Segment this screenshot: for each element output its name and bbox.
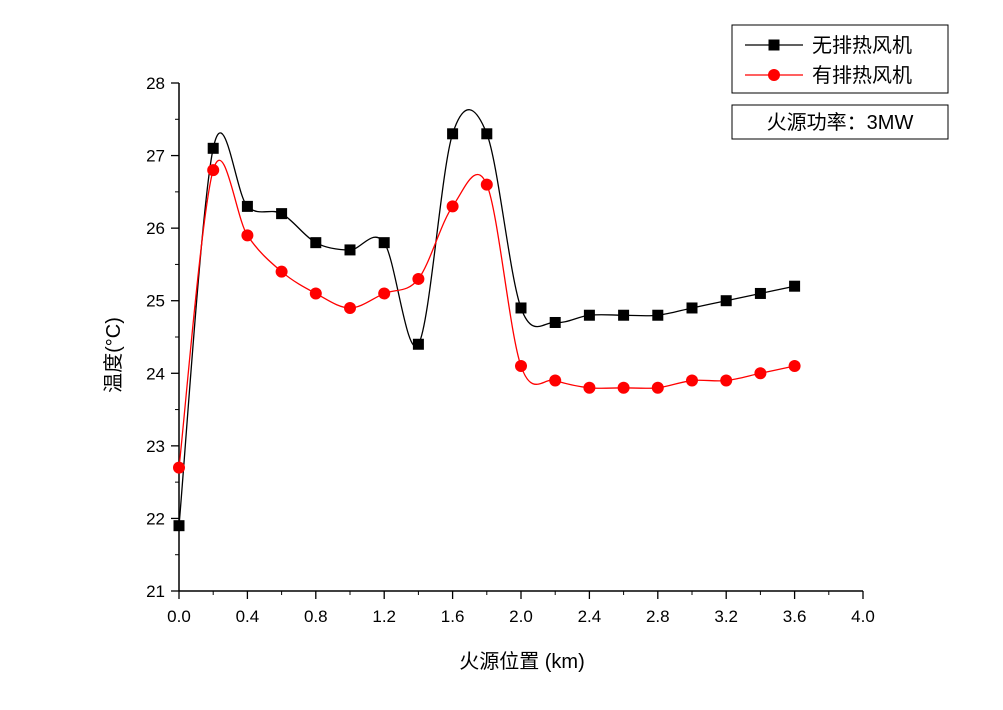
data-point xyxy=(480,178,493,191)
y-tick-label: 22 xyxy=(146,509,165,528)
data-point xyxy=(207,142,219,154)
legend-entry: 有排热风机 xyxy=(745,64,912,87)
data-point xyxy=(344,244,356,256)
data-point xyxy=(583,381,596,394)
data-point xyxy=(378,237,390,249)
data-point xyxy=(310,237,322,249)
data-point xyxy=(618,309,630,321)
data-point xyxy=(173,461,185,474)
data-point xyxy=(275,265,288,278)
x-tick-label: 2.0 xyxy=(509,607,533,626)
x-tick-label: 1.6 xyxy=(441,607,465,626)
y-tick-label: 27 xyxy=(146,147,165,166)
x-tick-label: 0.4 xyxy=(236,607,260,626)
y-tick-label: 28 xyxy=(146,74,165,93)
axes: 0.0 0.4 0.8 1.2 1.6 2.0 2.4 2.8 3.2 3.6 4.0 21 22 23… xyxy=(146,74,875,626)
legend-label: 有排热风机 xyxy=(812,64,912,87)
x-tick-label: 3.2 xyxy=(714,607,738,626)
series-line xyxy=(178,109,795,526)
x-tick-label: 4.0 xyxy=(851,607,875,626)
legend-entry: 无排热风机 xyxy=(745,34,912,57)
x-tick-label: 2.4 xyxy=(578,607,602,626)
y-axis-title: 温度(°C) xyxy=(102,317,125,393)
data-point xyxy=(583,309,595,321)
x-tick-label: 3.6 xyxy=(783,607,807,626)
y-tick-label: 23 xyxy=(146,437,165,456)
data-point xyxy=(549,374,562,387)
power-note: 火源功率：3MW xyxy=(731,104,949,140)
legend-marker xyxy=(768,69,780,81)
data-point xyxy=(651,381,664,394)
data-point xyxy=(207,164,220,177)
x-tick-label: 0.8 xyxy=(304,607,328,626)
data-point xyxy=(754,287,766,299)
data-point xyxy=(241,229,254,242)
data-point xyxy=(789,280,801,292)
data-point xyxy=(241,200,253,212)
data-point xyxy=(446,200,459,213)
data-point xyxy=(515,360,527,373)
data-point xyxy=(481,128,493,140)
data-point xyxy=(686,374,698,387)
y-ticks: 21 22 23 24 25 26 27 28 xyxy=(146,74,179,601)
data-point xyxy=(720,374,733,387)
x-tick-label: 1.2 xyxy=(372,607,396,626)
data-point xyxy=(652,309,664,321)
data-point xyxy=(344,301,356,314)
legend-marker xyxy=(768,39,780,51)
data-point xyxy=(412,272,425,285)
data-point xyxy=(173,520,185,532)
series-layer xyxy=(173,109,801,532)
series-2 xyxy=(173,159,801,474)
data-point xyxy=(788,360,801,373)
data-point xyxy=(754,367,767,380)
x-axis-title: 火源位置 (km) xyxy=(459,650,585,673)
y-tick-label: 24 xyxy=(146,364,165,383)
x-tick-label: 0.0 xyxy=(167,607,191,626)
data-point xyxy=(309,287,322,300)
power-note-box xyxy=(731,104,949,140)
y-tick-label: 26 xyxy=(146,219,165,238)
y-tick-label: 25 xyxy=(146,292,165,311)
data-point xyxy=(412,338,424,350)
data-point xyxy=(276,208,288,220)
series-1 xyxy=(173,109,801,532)
legend-label: 无排热风机 xyxy=(812,34,912,57)
series-line xyxy=(178,159,795,468)
data-point xyxy=(447,128,459,140)
data-point xyxy=(549,316,561,328)
data-point xyxy=(720,295,732,307)
data-point xyxy=(617,381,630,394)
data-point xyxy=(515,302,527,314)
data-point xyxy=(378,287,391,300)
legend-box xyxy=(731,24,949,94)
power-note-text: 火源功率：3MW xyxy=(767,111,914,134)
y-tick-label: 21 xyxy=(146,582,165,601)
x-ticks: 0.0 0.4 0.8 1.2 1.6 2.0 2.4 2.8 3.2 3.6 4.0 xyxy=(167,591,875,626)
x-tick-label: 2.8 xyxy=(646,607,670,626)
data-point xyxy=(686,302,698,314)
